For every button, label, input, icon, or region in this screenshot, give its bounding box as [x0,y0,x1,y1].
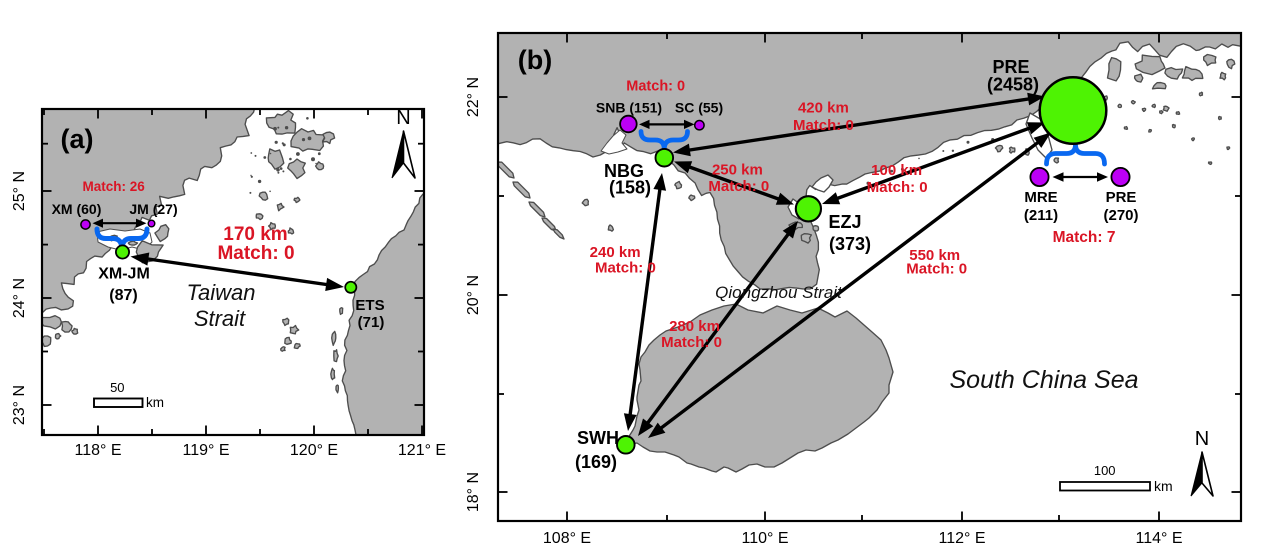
svg-text:110° E: 110° E [741,530,788,547]
svg-text:MRE: MRE [1024,189,1057,206]
svg-text:(b): (b) [518,45,552,75]
svg-text:Match: 7: Match: 7 [1053,229,1116,246]
svg-text:N: N [1195,428,1209,450]
svg-text:PRE: PRE [1106,189,1137,206]
svg-text:20° N: 20° N [465,275,482,315]
svg-text:420 km: 420 km [798,100,849,117]
svg-text:Match: 0: Match: 0 [867,179,928,196]
svg-text:23° N: 23° N [11,385,28,425]
svg-text:Qiongzhou Strait: Qiongzhou Strait [715,283,843,302]
svg-text:250 km: 250 km [712,162,763,179]
svg-text:SNB (151): SNB (151) [596,100,662,116]
svg-text:XM-JM: XM-JM [98,266,150,283]
svg-text:550 km: 550 km [909,247,960,264]
svg-text:25° N: 25° N [11,171,28,211]
svg-text:(211): (211) [1024,207,1058,224]
svg-text:Match: 0: Match: 0 [708,178,769,195]
svg-text:(158): (158) [609,178,651,198]
svg-text:170 km: 170 km [223,224,287,245]
svg-text:Strait: Strait [194,306,246,331]
svg-text:112° E: 112° E [938,530,985,547]
svg-text:km: km [1154,478,1173,494]
svg-text:(71): (71) [358,314,385,331]
svg-text:XM (60): XM (60) [52,201,102,217]
svg-text:EZJ: EZJ [828,212,861,232]
svg-text:Match: 26: Match: 26 [82,179,145,194]
svg-text:SC (55): SC (55) [675,100,723,116]
svg-text:JM (27): JM (27) [129,201,177,217]
svg-text:18° N: 18° N [465,472,482,512]
svg-text:240 km: 240 km [590,244,641,261]
svg-text:SWH: SWH [577,428,619,448]
svg-text:Taiwan: Taiwan [187,280,256,305]
svg-text:100 km: 100 km [871,162,922,179]
svg-text:Match: 0: Match: 0 [661,334,722,351]
svg-text:Match: 0: Match: 0 [595,260,656,277]
svg-text:PRE: PRE [992,57,1029,77]
svg-text:N: N [396,107,410,129]
svg-text:Match: 0: Match: 0 [217,243,294,264]
svg-text:22° N: 22° N [465,77,482,117]
svg-text:km: km [146,395,164,410]
svg-text:South China Sea: South China Sea [949,366,1138,394]
svg-text:Match: 0: Match: 0 [626,79,685,95]
svg-text:100: 100 [1094,463,1116,478]
svg-text:ETS: ETS [355,297,384,314]
svg-text:(270): (270) [1103,207,1138,224]
svg-text:24° N: 24° N [11,278,28,318]
svg-text:280 km: 280 km [669,318,720,335]
svg-text:120° E: 120° E [290,442,338,459]
svg-text:50: 50 [110,380,124,395]
svg-text:118° E: 118° E [74,442,121,459]
svg-text:108° E: 108° E [543,530,591,547]
svg-text:(87): (87) [109,287,137,304]
svg-text:(169): (169) [575,452,617,472]
svg-text:NBG: NBG [604,161,644,181]
svg-text:(373): (373) [829,234,871,254]
svg-text:114° E: 114° E [1135,530,1182,547]
svg-text:121° E: 121° E [398,442,446,459]
svg-text:119° E: 119° E [182,442,229,459]
svg-text:(a): (a) [61,124,94,154]
svg-text:Match: 0: Match: 0 [793,117,854,134]
svg-text:(2458): (2458) [987,75,1039,95]
svg-text:Match: 0: Match: 0 [906,261,967,278]
